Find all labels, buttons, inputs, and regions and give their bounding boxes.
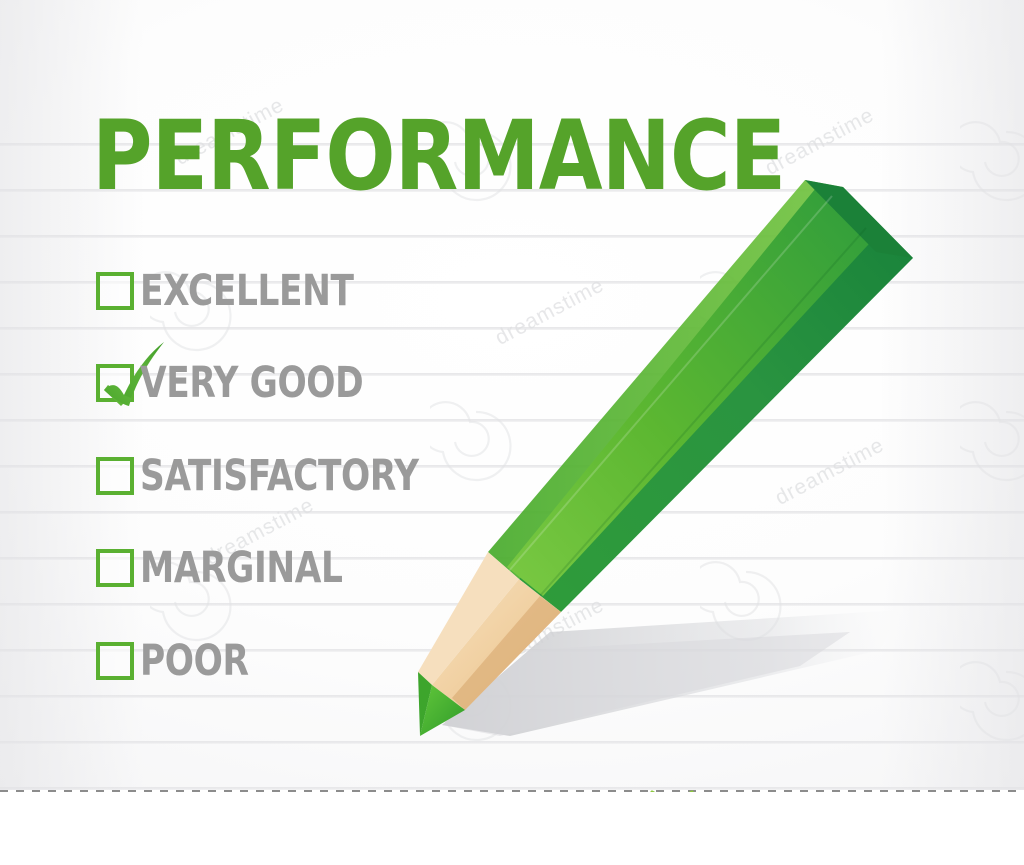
checklist: EXCELLENT VERY GOOD SATISFACTORY MARGINAL PO… <box>96 268 488 684</box>
checklist-option-label: SATISFACTORY <box>140 450 419 501</box>
checklist-row[interactable]: SATISFACTORY <box>96 453 488 499</box>
checklist-option-label: POOR <box>140 635 249 686</box>
checkbox-unchecked[interactable] <box>96 457 134 495</box>
checklist-option-label: EXCELLENT <box>140 265 354 316</box>
checklist-option-label: MARGINAL <box>140 542 343 593</box>
checkbox-checked[interactable] <box>96 342 164 406</box>
dreamstime-footer: Download from Dreamstime.com This waterm… <box>0 792 1024 865</box>
checklist-row[interactable]: MARGINAL <box>96 545 393 591</box>
checklist-row[interactable]: VERY GOOD <box>96 342 419 408</box>
cut-line <box>0 790 1024 792</box>
checklist-option-label: VERY GOOD <box>140 357 364 408</box>
checkbox-unchecked[interactable] <box>96 642 134 680</box>
checkbox-unchecked[interactable] <box>96 549 134 587</box>
checkbox-unchecked[interactable] <box>96 272 134 310</box>
notepad-sheet: dreamstime dreamstime dreamstime dreamstime… <box>0 0 1024 790</box>
checklist-row[interactable]: POOR <box>96 638 276 684</box>
checklist-row[interactable]: EXCELLENT <box>96 268 407 314</box>
